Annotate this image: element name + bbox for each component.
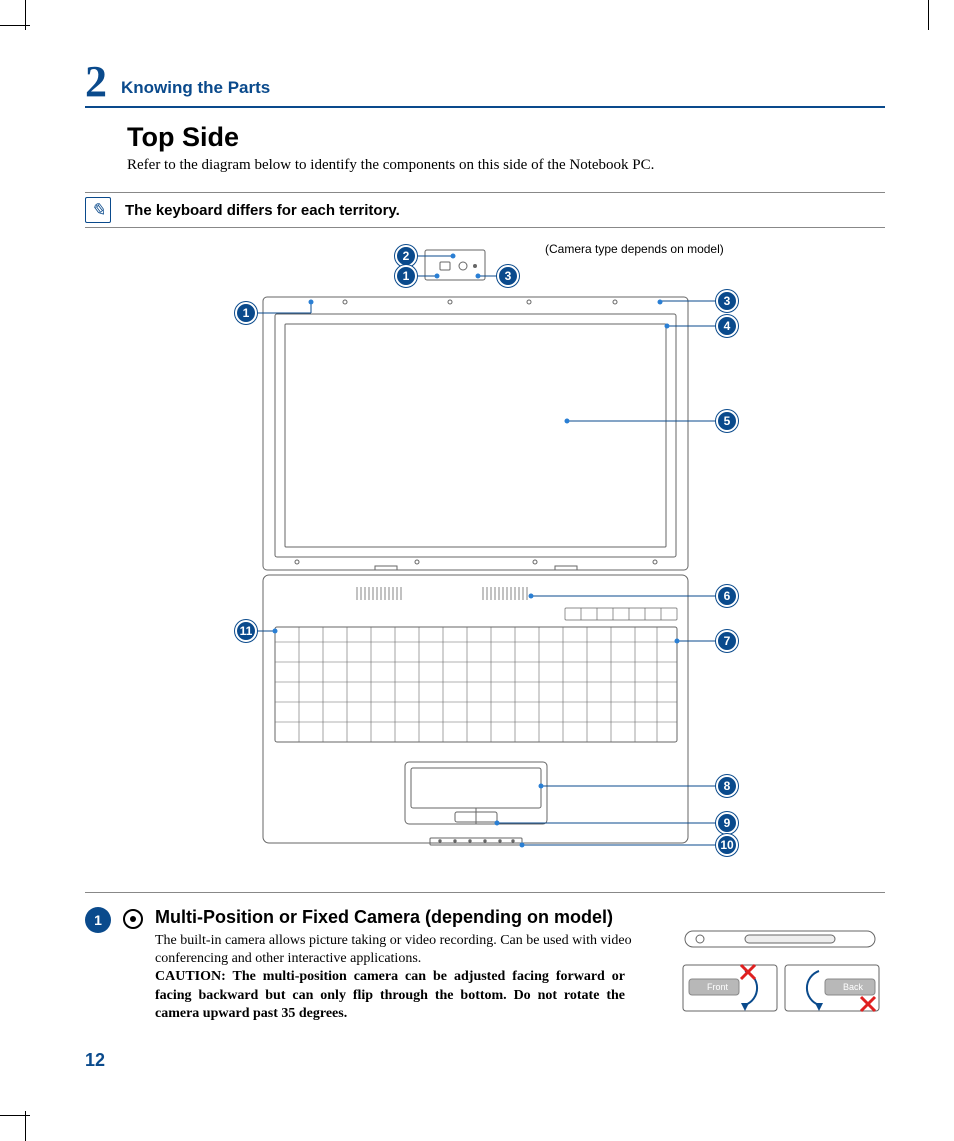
callout-bubble-10: 10: [716, 834, 738, 856]
callout-bubble-7: 7: [716, 630, 738, 652]
callout-bubble-4: 4: [716, 315, 738, 337]
callout-bubble-9: 9: [716, 812, 738, 834]
callout-heading: Multi-Position or Fixed Camera (dependin…: [155, 907, 665, 928]
callout-bubble-1: 1: [395, 265, 417, 287]
chapter-title: Knowing the Parts: [121, 78, 270, 104]
note-text: The keyboard differs for each territory.: [125, 202, 400, 219]
note-icon: ✎: [85, 197, 111, 223]
callout-bubble-6: 6: [716, 585, 738, 607]
callout-bubble-2: 2: [395, 245, 417, 267]
camera-side-illustrations: Front Back: [675, 925, 885, 1017]
front-label: Front: [707, 982, 729, 992]
callout-section-1: 1 Multi-Position or Fixed Camera (depend…: [85, 907, 885, 1023]
chapter-header: 2 Knowing the Parts: [85, 60, 885, 108]
callout-body: The built-in camera allows picture takin…: [155, 932, 665, 968]
callout-bubble-3: 3: [497, 265, 519, 287]
callout-bubble-5: 5: [716, 410, 738, 432]
callout-caution: CAUTION: The multi-position camera can b…: [155, 968, 625, 1023]
callout-bubble-8: 8: [716, 775, 738, 797]
laptop-diagram: (Camera type depends on model): [85, 242, 885, 882]
note-row: ✎ The keyboard differs for each territor…: [85, 192, 885, 228]
camera-icon: [123, 909, 143, 929]
page-content: 2 Knowing the Parts Top Side Refer to th…: [85, 60, 885, 1023]
callout-number-1: 1: [85, 907, 111, 933]
callout-bubble-1: 1: [235, 302, 257, 324]
page-number: 12: [85, 1050, 105, 1071]
callout-bubble-11: 11: [235, 620, 257, 642]
divider: [85, 892, 885, 893]
diagram-svg: [85, 242, 885, 882]
section-intro: Refer to the diagram below to identify t…: [127, 157, 885, 174]
callout-bubble-3: 3: [716, 290, 738, 312]
section-title: Top Side: [127, 122, 885, 153]
back-label: Back: [843, 982, 864, 992]
chapter-number: 2: [85, 60, 107, 104]
